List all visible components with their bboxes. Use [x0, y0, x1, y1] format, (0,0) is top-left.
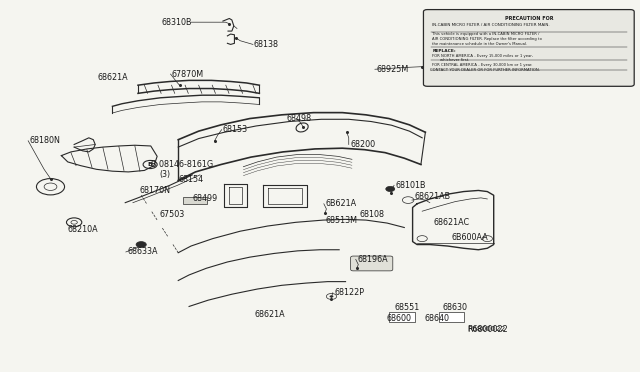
Text: IN-CABIN MICRO FILTER / AIR CONDITIONING FILTER MAIN.: IN-CABIN MICRO FILTER / AIR CONDITIONING… [433, 23, 550, 27]
Text: 68621A: 68621A [98, 73, 129, 82]
Text: 68621AB: 68621AB [415, 192, 451, 201]
Text: REPLACE:: REPLACE: [433, 49, 456, 53]
Text: 67870M: 67870M [172, 70, 204, 78]
Text: 68551: 68551 [394, 303, 419, 312]
Text: This vehicle is equipped with a IN-CABIN MICRO FILTER /: This vehicle is equipped with a IN-CABIN… [433, 32, 540, 36]
Text: 68600: 68600 [387, 314, 412, 323]
Text: 68630: 68630 [443, 303, 468, 312]
FancyBboxPatch shape [182, 197, 207, 204]
Text: 68499: 68499 [192, 195, 218, 203]
Text: 68210A: 68210A [68, 225, 99, 234]
Text: 68122P: 68122P [334, 288, 364, 297]
Text: 68170N: 68170N [140, 186, 171, 195]
Circle shape [386, 186, 395, 192]
Text: 68180N: 68180N [29, 136, 60, 145]
Text: 67503: 67503 [159, 211, 184, 219]
FancyBboxPatch shape [424, 10, 634, 86]
Text: 68633A: 68633A [127, 247, 157, 256]
Text: 68108: 68108 [360, 211, 385, 219]
Text: whichever first.: whichever first. [440, 58, 470, 62]
Text: FOR NORTH AMERICA - Every 15,000 miles or 1 year,: FOR NORTH AMERICA - Every 15,000 miles o… [433, 54, 534, 58]
Text: R6800022: R6800022 [467, 324, 508, 334]
Text: PRECAUTION FOR: PRECAUTION FOR [504, 16, 553, 21]
Text: 68498: 68498 [287, 114, 312, 123]
Text: 68310B: 68310B [162, 18, 192, 27]
Text: 68154: 68154 [178, 175, 204, 184]
Text: 68513M: 68513M [325, 216, 357, 225]
Text: 68640: 68640 [425, 314, 450, 323]
Text: 68621AC: 68621AC [434, 218, 470, 227]
Text: 68153: 68153 [223, 125, 248, 134]
Text: the maintenance schedule in the Owner's Manual.: the maintenance schedule in the Owner's … [433, 42, 527, 46]
Text: 68138: 68138 [253, 40, 278, 49]
Text: (3): (3) [159, 170, 170, 179]
Text: 6B600AA: 6B600AA [452, 232, 488, 242]
Text: 68621A: 68621A [255, 311, 285, 320]
Text: R6800022: R6800022 [467, 326, 505, 332]
Text: CONTACT YOUR DEALER OR FOR FURTHER INFORMATION.: CONTACT YOUR DEALER OR FOR FURTHER INFOR… [430, 68, 540, 73]
Circle shape [136, 241, 147, 247]
Text: 68925M: 68925M [376, 65, 408, 74]
Circle shape [330, 295, 333, 298]
Text: 6B621A: 6B621A [325, 199, 356, 208]
Text: 68101B: 68101B [396, 181, 426, 190]
FancyBboxPatch shape [351, 256, 393, 271]
Text: AIR CONDITIONING FILTER. Replace the filter according to: AIR CONDITIONING FILTER. Replace the fil… [433, 37, 542, 41]
Text: B: B [148, 162, 152, 167]
Text: FOR CENTRAL AMERICA - Every 30,000 km or 1 year.: FOR CENTRAL AMERICA - Every 30,000 km or… [433, 63, 533, 67]
FancyBboxPatch shape [439, 312, 465, 323]
Text: B 08146-8161G: B 08146-8161G [152, 160, 214, 169]
FancyBboxPatch shape [389, 312, 415, 323]
Text: 68200: 68200 [351, 140, 376, 149]
Text: 68196A: 68196A [357, 255, 388, 264]
